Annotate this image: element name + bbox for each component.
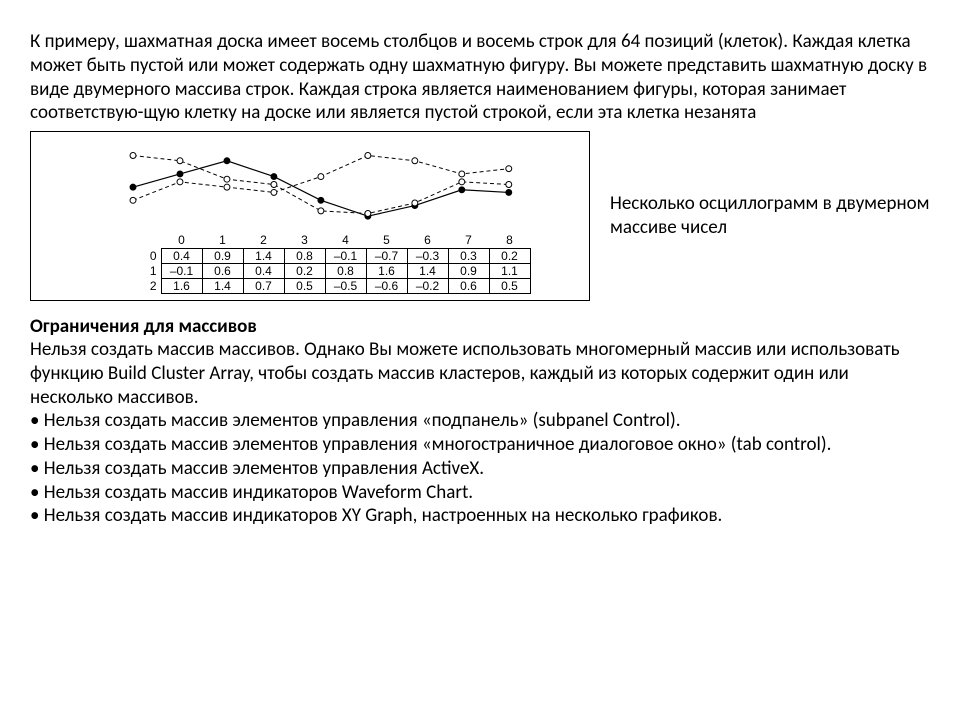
table-cell: –0.1: [161, 264, 202, 279]
table-cell: 0.9: [202, 249, 243, 264]
limitations-bullets: • Нельзя создать массив элементов управл…: [30, 409, 930, 528]
page-root: К примеру, шахматная доска имеет восемь …: [0, 0, 960, 528]
table-col-header: 4: [325, 233, 366, 249]
table-cell: 1.4: [243, 249, 284, 264]
table-cell: 0.5: [489, 279, 530, 294]
table-cell: 1.1: [489, 264, 530, 279]
table-cell: –0.6: [366, 279, 407, 294]
table-cell: 0.4: [161, 249, 202, 264]
table-row-header: 2: [121, 279, 161, 294]
figure-box: 01234567800.40.91.40.8–0.1–0.7–0.30.30.2…: [30, 131, 590, 301]
table-row: 21.61.40.70.5–0.5–0.6–0.20.60.5: [121, 279, 530, 294]
limitation-bullet: • Нельзя создать массив индикаторов Wave…: [30, 481, 930, 505]
limitations-title: Ограничения для массивов: [30, 315, 930, 338]
table-cell: 0.2: [489, 249, 530, 264]
table-cell: 0.6: [448, 279, 489, 294]
table-cell: 1.4: [407, 264, 448, 279]
figure-caption: Несколько осциллограмм в двумерном масси…: [610, 192, 930, 240]
table-cell: 0.8: [325, 264, 366, 279]
table-cell: 0.6: [202, 264, 243, 279]
table-cell: 0.3: [448, 249, 489, 264]
table-cell: 0.8: [284, 249, 325, 264]
data-table: 01234567800.40.91.40.8–0.1–0.7–0.30.30.2…: [121, 233, 531, 294]
table-col-header: 1: [202, 233, 243, 249]
table-cell: 0.7: [243, 279, 284, 294]
table-row: 1–0.10.60.40.20.81.61.40.91.1: [121, 264, 530, 279]
table-cell: –0.3: [407, 249, 448, 264]
table-cell: 1.6: [161, 279, 202, 294]
table-cell: 0.4: [243, 264, 284, 279]
table-row-header: 0: [121, 249, 161, 264]
oscillogram-chart: [41, 140, 581, 229]
table-cell: 0.9: [448, 264, 489, 279]
table-cell: –0.5: [325, 279, 366, 294]
table-cell: 0.2: [284, 264, 325, 279]
data-table-wrap: 01234567800.40.91.40.8–0.1–0.7–0.30.30.2…: [41, 233, 579, 294]
limitation-bullet: • Нельзя создать массив индикаторов XY G…: [30, 504, 930, 528]
table-cell: 0.5: [284, 279, 325, 294]
figure-row: 01234567800.40.91.40.8–0.1–0.7–0.30.30.2…: [30, 131, 930, 301]
table-cell: –0.2: [407, 279, 448, 294]
limitations-lead: Нельзя создать массив массивов. Однако В…: [30, 338, 930, 409]
table-col-header: 6: [407, 233, 448, 249]
table-col-header: 7: [448, 233, 489, 249]
table-col-header: 2: [243, 233, 284, 249]
table-row: 00.40.91.40.8–0.1–0.7–0.30.30.2: [121, 249, 530, 264]
table-cell: –0.1: [325, 249, 366, 264]
limitation-bullet: • Нельзя создать массив элементов управл…: [30, 409, 930, 433]
table-col-header: 3: [284, 233, 325, 249]
limitation-bullet: • Нельзя создать массив элементов управл…: [30, 457, 930, 481]
table-col-header: 8: [489, 233, 530, 249]
table-cell: 1.6: [366, 264, 407, 279]
limitation-bullet: • Нельзя создать массив элементов управл…: [30, 433, 930, 457]
intro-paragraph: К примеру, шахматная доска имеет восемь …: [30, 30, 930, 125]
table-cell: 1.4: [202, 279, 243, 294]
table-row-header: 1: [121, 264, 161, 279]
table-col-header: 0: [161, 233, 202, 249]
table-col-header: 5: [366, 233, 407, 249]
table-cell: –0.7: [366, 249, 407, 264]
